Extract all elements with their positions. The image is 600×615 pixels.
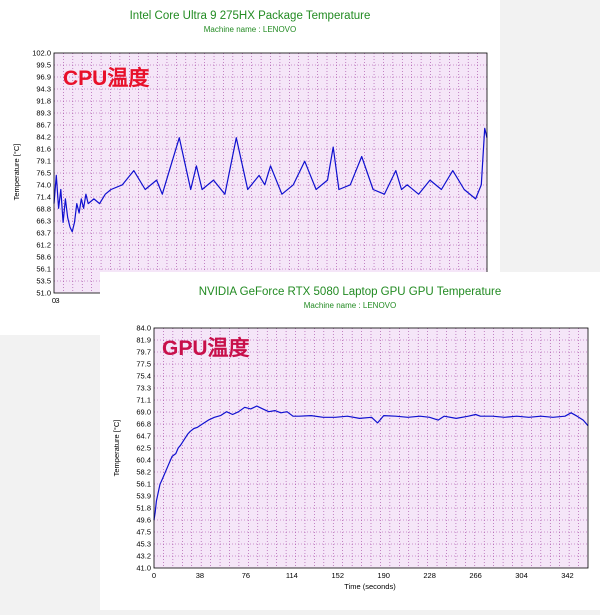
y-tick-label: 56.1 xyxy=(36,265,51,274)
y-tick-label: 84.2 xyxy=(36,133,51,142)
y-tick-label: 53.9 xyxy=(136,492,151,501)
cpu-temperature-chart: Intel Core Ultra 9 275HX Package Tempera… xyxy=(12,10,488,305)
cpu-chart-subtitle: Machine name : LENOVO xyxy=(204,25,296,34)
plot-frame xyxy=(153,327,589,569)
y-tick-label: 73.3 xyxy=(136,384,151,393)
y-tick-label: 47.5 xyxy=(136,528,151,537)
series-line xyxy=(153,405,589,521)
gpu-y-axis-label: Temperature [°C] xyxy=(112,420,121,477)
gpu-chart-panel: NVIDIA GeForce RTX 5080 Laptop GPU GPU T… xyxy=(100,272,600,610)
y-tick-label: 74.0 xyxy=(36,181,51,190)
y-tick-label: 41.0 xyxy=(136,564,151,573)
y-tick-label: 63.7 xyxy=(36,229,51,238)
y-tick-label: 68.8 xyxy=(36,205,51,214)
y-tick-label: 76.5 xyxy=(36,169,51,178)
y-tick-label: 71.4 xyxy=(36,193,51,202)
cpu-overlay-label: CPU温度 xyxy=(63,66,149,90)
y-tick-label: 64.7 xyxy=(136,432,151,441)
y-tick-label: 45.3 xyxy=(136,540,151,549)
y-tick-label: 91.8 xyxy=(36,97,51,106)
gpu-plot-area: 84.0 81.9 79.7 77.5 75.4 73.3 71.1 69.0 66.8 64.7… xyxy=(136,324,589,580)
y-tick-label: 89.3 xyxy=(36,109,51,118)
y-tick-label: 56.1 xyxy=(136,480,151,489)
gpu-temperature-chart: NVIDIA GeForce RTX 5080 Laptop GPU GPU T… xyxy=(112,286,589,591)
x-tick-label: 38 xyxy=(196,571,204,580)
y-tick-label: 53.5 xyxy=(36,277,51,286)
y-tick-label: 99.5 xyxy=(36,61,51,70)
x-tick-label: 76 xyxy=(242,571,250,580)
gpu-chart-title: NVIDIA GeForce RTX 5080 Laptop GPU GPU T… xyxy=(199,286,502,298)
y-tick-label: 49.6 xyxy=(136,516,151,525)
y-tick-label: 77.5 xyxy=(136,360,151,369)
y-tick-label: 79.7 xyxy=(136,348,151,357)
x-tick-label: 114 xyxy=(286,571,298,580)
y-tick-label: 61.2 xyxy=(36,241,51,250)
cpu-plot-area: 102.0 99.5 96.9 94.3 91.8 89.3 86.7 84.2 81.6 79.… xyxy=(32,49,488,305)
cpu-chart-title: Intel Core Ultra 9 275HX Package Tempera… xyxy=(130,10,371,22)
x-tick-label: 190 xyxy=(377,571,390,580)
y-tick-label: 51.0 xyxy=(36,289,51,298)
gpu-overlay-label: GPU温度 xyxy=(162,336,250,360)
x-tick-label: 228 xyxy=(423,571,436,580)
y-tick-label: 102.0 xyxy=(32,49,51,58)
y-tick-label: 69.0 xyxy=(136,408,151,417)
y-tick-label: 81.9 xyxy=(136,336,151,345)
gpu-x-axis-label: Time (seconds) xyxy=(344,582,396,591)
y-tick-label: 66.3 xyxy=(36,217,51,226)
x-tick-label: 0 xyxy=(152,571,156,580)
cpu-y-axis-label: Temperature [°C] xyxy=(12,144,21,201)
x-tick-label: 304 xyxy=(515,571,528,580)
y-tick-label: 60.4 xyxy=(136,456,151,465)
x-tick-label: 152 xyxy=(331,571,344,580)
y-tick-label: 86.7 xyxy=(36,121,51,130)
y-tick-label: 81.6 xyxy=(36,145,51,154)
y-tick-label: 94.3 xyxy=(36,85,51,94)
x-tick-label: 3 xyxy=(55,296,59,305)
y-tick-label: 71.1 xyxy=(136,396,151,405)
y-tick-label: 84.0 xyxy=(136,324,151,333)
x-tick-label: 266 xyxy=(469,571,482,580)
y-tick-label: 79.1 xyxy=(36,157,51,166)
x-tick-label: 342 xyxy=(561,571,574,580)
y-tick-label: 43.2 xyxy=(136,552,151,561)
y-tick-label: 58.6 xyxy=(36,253,51,262)
y-tick-label: 62.5 xyxy=(136,444,151,453)
y-tick-label: 66.8 xyxy=(136,420,151,429)
x-tick-label: 0 xyxy=(52,296,56,305)
y-tick-label: 96.9 xyxy=(36,73,51,82)
y-tick-label: 51.8 xyxy=(136,504,151,513)
gpu-chart-subtitle: Machine name : LENOVO xyxy=(304,301,396,310)
y-tick-label: 58.2 xyxy=(136,468,151,477)
y-tick-label: 75.4 xyxy=(136,372,151,381)
series-line xyxy=(53,127,488,233)
